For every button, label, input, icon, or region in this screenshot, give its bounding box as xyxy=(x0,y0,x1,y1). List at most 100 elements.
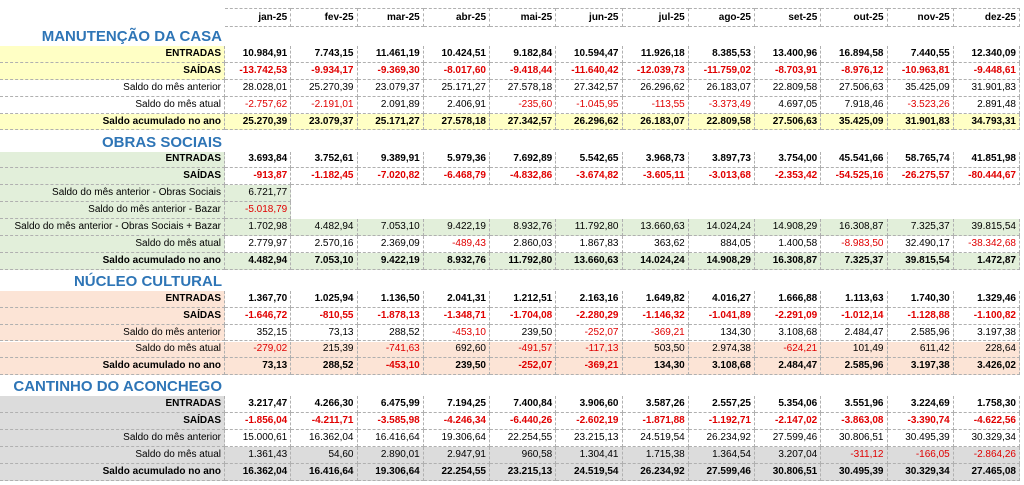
value-cell: -2.280,29 xyxy=(556,307,623,325)
value-cell: 14.024,24 xyxy=(622,252,689,270)
value-cell: -7.020,82 xyxy=(357,168,424,186)
value-cell: -38.342,68 xyxy=(953,236,1020,253)
value-cell: -1.871,88 xyxy=(622,413,689,431)
month-header: ago-25 xyxy=(688,8,755,27)
value-cell: -2.147,02 xyxy=(755,413,822,431)
value-cell: 35.425,09 xyxy=(887,79,954,97)
value-cell: 30.495,39 xyxy=(821,463,888,481)
row-label: ENTRADAS xyxy=(0,290,225,308)
value-cell: 3.108,68 xyxy=(755,324,822,342)
value-cell: 26.296,62 xyxy=(556,113,623,131)
value-cell: 14.908,29 xyxy=(688,252,755,270)
value-cell: 3.224,69 xyxy=(887,396,954,414)
value-cell: 16.894,58 xyxy=(821,46,888,63)
value-cell: 7.400,84 xyxy=(490,396,557,414)
row-label: ENTRADAS xyxy=(0,151,225,169)
value-cell: 7.692,89 xyxy=(490,151,557,169)
value-cell: -11.759,02 xyxy=(688,62,755,80)
value-cell: 1.400,58 xyxy=(755,236,822,253)
value-cell: 3.551,96 xyxy=(821,396,888,414)
value-cell: 7.053,10 xyxy=(291,252,358,270)
value-cell: -80.444,67 xyxy=(953,168,1020,186)
month-header: nov-25 xyxy=(887,8,954,27)
section-title: OBRAS SOCIAIS xyxy=(101,133,222,151)
value-cell: 288,52 xyxy=(291,358,358,376)
value-cell: 12.340,09 xyxy=(953,46,1020,63)
value-cell: -4.246,34 xyxy=(423,413,490,431)
value-cell: 8.385,53 xyxy=(688,46,755,63)
value-cell: -3.390,74 xyxy=(887,413,954,431)
value-cell: -2.757,62 xyxy=(225,96,292,114)
value-cell: 58.765,74 xyxy=(887,151,954,169)
value-cell: 24.519,54 xyxy=(622,430,689,447)
value-cell: -369,21 xyxy=(556,358,623,376)
value-cell: -13.742,53 xyxy=(225,62,292,80)
value-cell: -3.013,68 xyxy=(688,168,755,186)
value-cell: -810,55 xyxy=(291,307,358,325)
value-cell: 30.329,34 xyxy=(887,463,954,481)
value-cell: -8.983,50 xyxy=(821,236,888,253)
value-cell: 3.968,73 xyxy=(622,151,689,169)
value-cell: 54,60 xyxy=(291,447,358,464)
value-cell: -8.976,12 xyxy=(821,62,888,80)
value-cell: -117,13 xyxy=(556,341,623,359)
value-cell: -3.674,82 xyxy=(556,168,623,186)
value-cell: 1.113,63 xyxy=(821,290,888,308)
value-cell: 27.342,57 xyxy=(556,79,623,97)
value-cell: 4.482,94 xyxy=(291,219,358,236)
month-header: jul-25 xyxy=(622,8,689,27)
value-cell: 16.416,64 xyxy=(291,463,358,481)
value-cell: 19.306,64 xyxy=(423,430,490,447)
row-label: SAÍDAS xyxy=(0,307,225,325)
value-cell: -4.832,86 xyxy=(490,168,557,186)
value-cell: -235,60 xyxy=(490,96,557,114)
value-cell: 26.296,62 xyxy=(622,79,689,97)
row-label: Saldo do mês anterior xyxy=(0,430,225,447)
value-cell: 4.266,30 xyxy=(291,396,358,414)
value-cell: 1.867,83 xyxy=(556,236,623,253)
value-cell: -10.963,81 xyxy=(887,62,954,80)
value-cell: 16.362,04 xyxy=(291,430,358,447)
value-cell: 2.570,16 xyxy=(291,236,358,253)
value-cell: -3.605,11 xyxy=(622,168,689,186)
value-cell: 26.234,92 xyxy=(622,463,689,481)
value-cell: -8.017,60 xyxy=(423,62,490,80)
value-cell: 134,30 xyxy=(622,358,689,376)
value-cell: 611,42 xyxy=(887,341,954,359)
value-cell: 2.041,31 xyxy=(423,290,490,308)
value-cell: 1.367,70 xyxy=(225,290,292,308)
row-label: Saldo acumulado no ano xyxy=(0,252,225,270)
row-label: Saldo do mês atual xyxy=(0,96,225,114)
value-cell: 3.752,61 xyxy=(291,151,358,169)
value-cell: 27.599,46 xyxy=(688,463,755,481)
value-cell: 3.197,38 xyxy=(953,324,1020,342)
value-cell: 7.194,25 xyxy=(423,396,490,414)
value-cell: -3.523,26 xyxy=(887,96,954,114)
value-cell: -4.622,56 xyxy=(953,413,1020,431)
value-cell: -9.369,30 xyxy=(357,62,424,80)
value-cell: 7.325,37 xyxy=(887,219,954,236)
value-cell: -2.864,26 xyxy=(953,447,1020,464)
value-cell: 960,58 xyxy=(490,447,557,464)
value-cell: 7.325,37 xyxy=(821,252,888,270)
row-label: Saldo acumulado no ano xyxy=(0,358,225,376)
value-cell: 239,50 xyxy=(490,324,557,342)
value-cell: 7.918,46 xyxy=(821,96,888,114)
value-cell: 2.891,48 xyxy=(953,96,1020,114)
value-cell: 3.754,00 xyxy=(755,151,822,169)
month-header: jan-25 xyxy=(225,8,292,27)
value-cell: -113,55 xyxy=(622,96,689,114)
value-cell: 10.594,47 xyxy=(556,46,623,63)
value-cell: 32.490,17 xyxy=(887,236,954,253)
section-title: MANUTENÇÃO DA CASA xyxy=(41,28,222,45)
value-cell: 27.578,18 xyxy=(490,79,557,97)
value-cell: 503,50 xyxy=(622,341,689,359)
value-cell: 25.270,39 xyxy=(225,113,292,131)
row-label: Saldo acumulado no ano xyxy=(0,113,225,131)
value-cell: 1.758,30 xyxy=(953,396,1020,414)
value-cell: 4.482,94 xyxy=(225,252,292,270)
value-cell: 1.304,41 xyxy=(556,447,623,464)
value-cell: 1.702,98 xyxy=(225,219,292,236)
value-cell: 13.400,96 xyxy=(755,46,822,63)
value-cell: 16.308,87 xyxy=(755,252,822,270)
